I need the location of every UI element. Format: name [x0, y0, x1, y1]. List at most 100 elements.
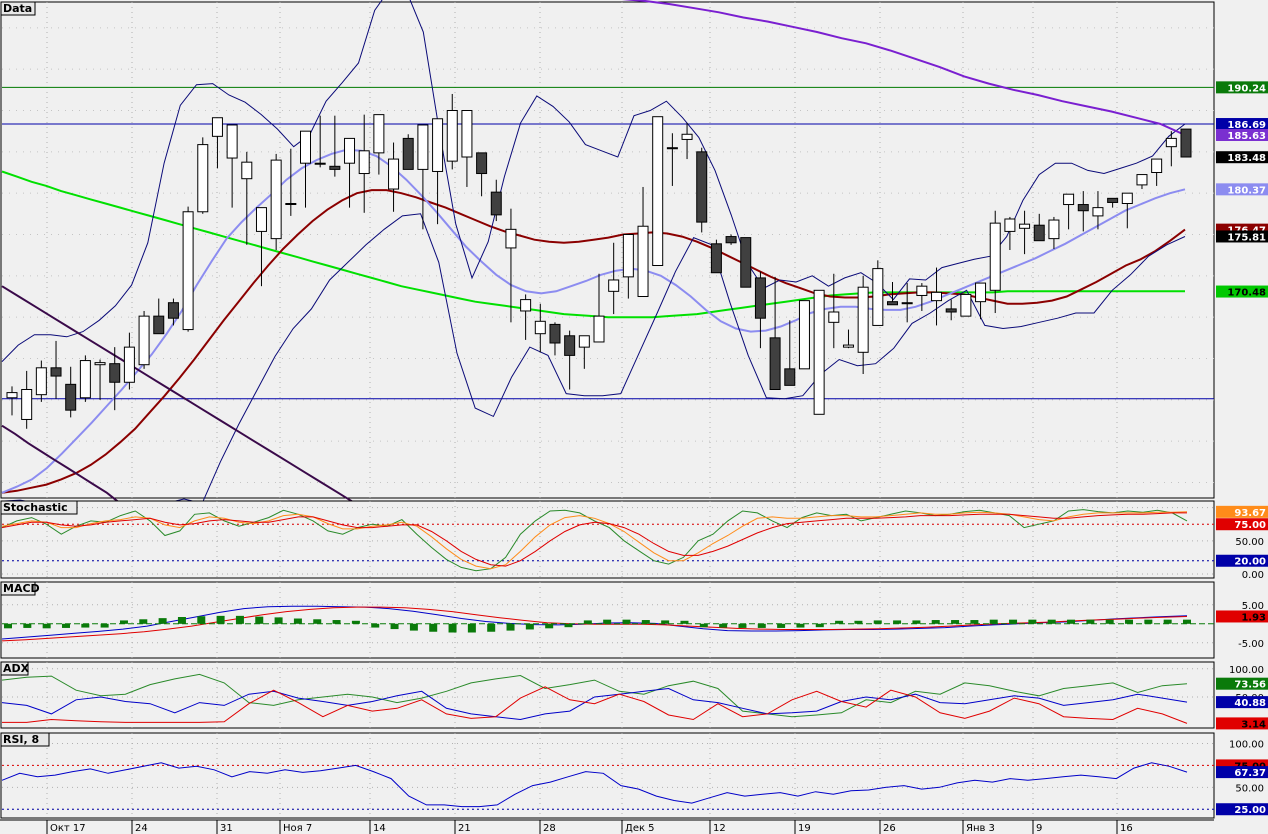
candle-body [21, 389, 33, 420]
candle-body [696, 151, 708, 223]
candle-body [476, 152, 488, 175]
candle-body [285, 203, 297, 205]
candle-body [1063, 193, 1075, 206]
histogram-bar [525, 623, 534, 630]
y-tick-label: 50.00 [1235, 537, 1264, 548]
histogram-bar [564, 623, 573, 628]
histogram-bar [487, 623, 496, 632]
value-badge-label: 180.37 [1227, 185, 1266, 196]
candle-body [564, 335, 576, 356]
histogram-bar [371, 623, 380, 628]
value-badge [1216, 505, 1268, 518]
candle-body [769, 337, 781, 391]
x-tick-label: 14 [373, 823, 386, 834]
candle-body [1092, 207, 1104, 217]
series-line [1, 509, 1188, 572]
value-badge-label: 75.00 [1234, 520, 1266, 531]
histogram-bar [931, 620, 940, 624]
candle-body [637, 225, 649, 298]
histogram-bar [293, 618, 302, 624]
series-line [1, 512, 1187, 567]
candle-body [842, 344, 854, 348]
candle-body [549, 323, 561, 344]
value-badge-label: 183.48 [1227, 153, 1266, 164]
histogram-bar [1047, 619, 1056, 624]
candle-body [520, 299, 532, 312]
value-badge [1216, 128, 1268, 141]
panel-macd: 5.00 -5.00 MACD 1.93 [0, 581, 1268, 659]
candle-body [710, 243, 722, 274]
y-tick-label: -5.00 [1238, 639, 1264, 650]
candle-body [534, 320, 546, 335]
candle-body [402, 137, 414, 170]
histogram-bar [81, 623, 90, 628]
histogram-bar [1067, 619, 1076, 624]
value-badge-label: 73.56 [1234, 680, 1266, 691]
x-axis: Окт 17 24 31 Ноя 7 14 21 28 Дек 5 12 19 26 Янв 3 9 16 [0, 819, 1214, 834]
panel-title-box [0, 581, 36, 596]
value-badge-label: 185.63 [1227, 131, 1266, 142]
value-badge [1216, 183, 1268, 196]
series-line [2, 686, 1188, 724]
histogram-bar [622, 619, 631, 624]
candle-body [1165, 137, 1177, 148]
candle-body [813, 289, 825, 415]
value-badge [1216, 677, 1268, 690]
value-badge [1216, 766, 1268, 779]
histogram-bar [1028, 619, 1037, 624]
histogram-bar [951, 620, 960, 624]
histogram-bar [351, 620, 360, 624]
histogram-bar [429, 623, 438, 632]
y-tick-label: 0.00 [1242, 570, 1264, 581]
x-tick-label: 12 [713, 823, 726, 834]
histogram-bar [139, 619, 148, 624]
histogram-bar [603, 619, 612, 624]
y-tick-label: 100.00 [1229, 740, 1264, 751]
value-badge-label: 190.24 [1227, 83, 1266, 94]
histogram-bar [390, 623, 399, 630]
panel-title-box [0, 732, 50, 747]
value-badge [1216, 696, 1268, 709]
value-badge [1216, 118, 1268, 131]
candle-body [123, 346, 135, 383]
x-tick-label: 24 [135, 823, 148, 834]
histogram-bar [158, 618, 167, 624]
series-line [1, 762, 1188, 808]
histogram-bar [1183, 619, 1191, 624]
series-line [1, 605, 1188, 640]
x-tick-label: Окт 17 [50, 823, 86, 834]
histogram-bar [777, 623, 786, 628]
histogram-bar [699, 623, 708, 628]
candle-body [1180, 128, 1192, 158]
candle-body [652, 116, 664, 266]
candle-body [622, 234, 634, 278]
panel-title: ADX [3, 662, 30, 675]
candle-body [960, 293, 972, 317]
panel-title: RSI, 8 [3, 733, 39, 746]
histogram-bar [235, 615, 244, 624]
candle-body [1019, 223, 1031, 229]
histogram-bar [757, 623, 766, 628]
x-tick-label: 21 [458, 823, 471, 834]
panel-frame [0, 500, 1215, 579]
candle-body [211, 117, 223, 137]
candle-body [754, 277, 766, 319]
value-badge-label: 67.37 [1234, 768, 1266, 779]
value-badge [1216, 717, 1268, 730]
candle-body [666, 147, 678, 150]
histogram-bar [873, 620, 882, 624]
candle-body [608, 279, 620, 292]
histogram-bar [1009, 619, 1018, 624]
value-badge-label: 40.88 [1234, 698, 1266, 709]
candle-body [1004, 218, 1016, 232]
histogram-bar [448, 623, 457, 633]
candle-body [681, 133, 693, 140]
candle-body [945, 308, 957, 313]
series-line [1, 189, 1186, 494]
series-line [1, 148, 1186, 494]
value-badge [1216, 81, 1268, 94]
y-tick-label: 100.00 [1229, 665, 1264, 676]
histogram-bar [680, 620, 689, 624]
panel-title: Data [3, 2, 32, 15]
